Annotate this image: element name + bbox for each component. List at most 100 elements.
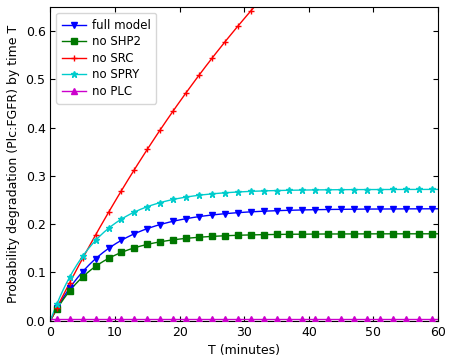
no PLC [54, 317, 59, 321]
no SHP2 [416, 232, 421, 236]
no SHP2 [67, 289, 72, 293]
full model [235, 210, 241, 215]
no SPRY [274, 188, 279, 193]
full model [248, 210, 253, 214]
full model [93, 257, 98, 261]
no PLC [170, 317, 176, 321]
full model [403, 207, 409, 211]
no SPRY [287, 188, 292, 193]
no PLC [338, 317, 344, 321]
no PLC [313, 317, 318, 321]
no SPRY [364, 187, 370, 192]
no PLC [132, 317, 137, 321]
full model [145, 226, 150, 231]
no SPRY [429, 187, 434, 191]
full model [429, 207, 434, 211]
no SRC [132, 167, 137, 172]
no PLC [80, 317, 86, 321]
no SPRY [416, 187, 421, 191]
no SRC [209, 56, 215, 60]
no SHP2 [209, 234, 215, 238]
full model [132, 232, 137, 236]
full model [80, 269, 86, 274]
no SHP2 [183, 236, 189, 241]
Line: no PLC: no PLC [54, 316, 434, 321]
no PLC [364, 317, 370, 321]
Legend: full model, no SHP2, no SRC, no SPRY, no PLC: full model, no SHP2, no SRC, no SPRY, no… [56, 13, 156, 104]
no SHP2 [93, 264, 98, 269]
full model [170, 219, 176, 223]
no PLC [326, 317, 331, 321]
full model [261, 209, 266, 213]
no SHP2 [196, 235, 202, 240]
no SPRY [390, 187, 395, 192]
no SPRY [352, 187, 357, 192]
full model [377, 207, 383, 211]
no SPRY [377, 187, 383, 192]
no PLC [429, 317, 434, 321]
full model [106, 246, 111, 251]
no SHP2 [145, 242, 150, 246]
no SHP2 [222, 234, 227, 238]
no PLC [352, 317, 357, 321]
no SPRY [54, 302, 59, 306]
no SHP2 [300, 232, 305, 236]
no SRC [158, 128, 163, 132]
no SRC [196, 73, 202, 78]
no SHP2 [274, 232, 279, 237]
no SHP2 [352, 232, 357, 236]
full model [390, 207, 395, 211]
no PLC [235, 317, 241, 321]
no SRC [54, 305, 59, 310]
no SPRY [93, 238, 98, 242]
no SPRY [222, 191, 227, 195]
no SHP2 [170, 238, 176, 242]
full model [338, 207, 344, 211]
full model [352, 207, 357, 211]
full model [67, 286, 72, 290]
full model [326, 207, 331, 211]
no SHP2 [287, 232, 292, 237]
Y-axis label: Probability degradation (Plc:FGFR) by time T: Probability degradation (Plc:FGFR) by ti… [7, 25, 20, 303]
no PLC [196, 317, 202, 321]
Line: no SPRY: no SPRY [53, 186, 435, 308]
no PLC [416, 317, 421, 321]
no SHP2 [248, 233, 253, 237]
no SHP2 [403, 232, 409, 236]
full model [54, 306, 59, 310]
no SHP2 [54, 307, 59, 312]
no PLC [274, 317, 279, 321]
full model [119, 238, 124, 242]
no SHP2 [80, 275, 86, 279]
no SPRY [67, 275, 72, 279]
no SPRY [338, 187, 344, 192]
no SPRY [145, 205, 150, 209]
no SRC [106, 210, 111, 214]
no SRC [183, 91, 189, 95]
no PLC [300, 317, 305, 321]
no PLC [287, 317, 292, 321]
no SPRY [132, 210, 137, 214]
no SRC [235, 24, 241, 28]
Line: no SRC: no SRC [53, 0, 435, 311]
no SPRY [158, 201, 163, 205]
no PLC [248, 317, 253, 321]
no SPRY [80, 254, 86, 258]
no SPRY [300, 188, 305, 192]
no SHP2 [261, 233, 266, 237]
no SRC [222, 40, 227, 44]
no PLC [119, 317, 124, 321]
no SRC [93, 233, 98, 237]
no SHP2 [338, 232, 344, 236]
no SHP2 [119, 250, 124, 254]
Line: no SHP2: no SHP2 [54, 231, 434, 312]
full model [209, 213, 215, 217]
no SHP2 [364, 232, 370, 236]
no PLC [158, 317, 163, 321]
full model [196, 214, 202, 219]
no PLC [145, 317, 150, 321]
full model [300, 208, 305, 212]
no SHP2 [235, 233, 241, 237]
no PLC [222, 317, 227, 321]
full model [364, 207, 370, 211]
